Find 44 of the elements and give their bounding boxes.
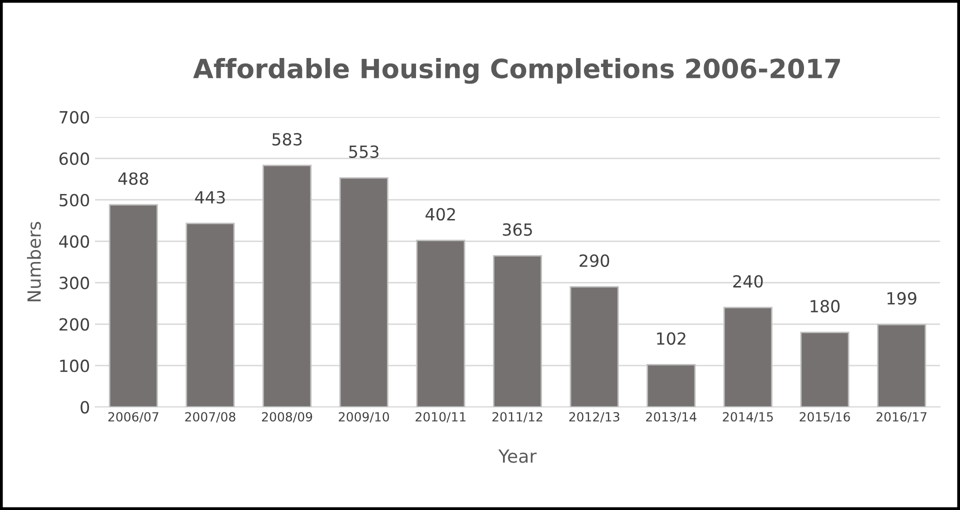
data-label: 365 [502, 223, 532, 236]
y-tick-label: 0 [80, 400, 90, 414]
x-tick-label: 2007/08 [185, 412, 236, 423]
chart-title: Affordable Housing Completions 2006-2017 [193, 58, 840, 84]
x-tick-label: 2015/16 [800, 412, 850, 423]
x-tick-label: 2011/12 [492, 412, 542, 423]
data-label: 402 [426, 208, 455, 221]
y-tick-label: 700 [60, 110, 90, 124]
x-tick-label: 2010/11 [416, 412, 466, 423]
bar [570, 286, 619, 407]
x-tick-label: 2013/14 [646, 412, 696, 423]
bar [877, 324, 926, 407]
x-tick-label: 2014/15 [722, 412, 773, 423]
data-label: 443 [195, 190, 225, 204]
y-tick-label: 100 [60, 360, 90, 372]
bar [339, 177, 388, 407]
data-label: 290 [580, 254, 610, 267]
data-label: 240 [733, 275, 763, 288]
bar [416, 240, 466, 407]
y-tick-label: 600 [59, 152, 90, 165]
bar [186, 222, 235, 407]
data-label: 553 [349, 145, 378, 158]
y-axis-title: Numbers [26, 222, 41, 302]
data-label: 583 [272, 132, 302, 146]
y-tick-label: 200 [60, 318, 90, 331]
y-tick-label: 300 [60, 276, 90, 290]
x-tick-label: 2006/07 [108, 412, 158, 423]
bar [723, 306, 772, 407]
data-label: 180 [810, 300, 840, 313]
data-label: 102 [657, 332, 686, 345]
x-tick-label: 2012/13 [569, 412, 620, 423]
x-tick-label: 2016/17 [876, 412, 926, 423]
bar [646, 364, 696, 407]
bar [800, 332, 850, 407]
x-tick-label: 2008/09 [262, 412, 312, 423]
data-label: 199 [888, 292, 916, 305]
y-tick-label: 400 [59, 235, 90, 248]
x-tick-label: 2009/10 [338, 412, 389, 423]
x-axis-title: Year [498, 450, 537, 463]
data-label: 488 [118, 172, 148, 185]
bar [492, 255, 542, 407]
bar [108, 204, 158, 407]
bar [262, 164, 312, 407]
y-tick-label: 500 [60, 194, 90, 206]
